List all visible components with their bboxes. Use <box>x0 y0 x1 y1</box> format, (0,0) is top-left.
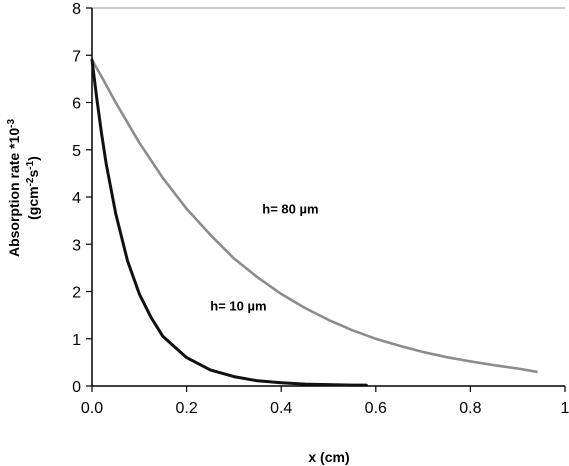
y-axis-unit-sup1: -2 <box>25 177 36 186</box>
y-tick-label: 7 <box>72 48 81 65</box>
x-axis-label: x (cm) <box>308 449 349 465</box>
y-tick-label: 3 <box>72 237 81 254</box>
plot-area: 0 1 2 3 4 5 6 7 8 0.0 0.2 0.4 0.6 0.8 1 h= 80 µm h= 10 µ… <box>72 1 569 417</box>
y-tick-label: 5 <box>72 143 81 160</box>
x-tick-label: 0.0 <box>81 400 103 417</box>
series-line-h80 <box>90 58 538 374</box>
x-tick-label: 0.8 <box>459 400 481 417</box>
y-axis-label-line2: (gcm-2s-1) <box>25 156 41 220</box>
y-axis-unit-post: ) <box>25 156 41 161</box>
y-axis-unit-sup2: -1 <box>25 160 36 169</box>
series-annotation-h80: h= 80 µm <box>262 202 318 217</box>
series-line-h10 <box>90 58 368 387</box>
y-tick-label: 0 <box>72 379 81 396</box>
y-axis-unit-pre: (gcm <box>25 186 41 219</box>
x-tick-label: 0.2 <box>175 400 197 417</box>
y-axis-label-line1: Absorption rate *10-3 <box>6 119 22 257</box>
y-axis-label-exponent: -3 <box>6 119 17 128</box>
y-tick-label: 2 <box>72 285 81 302</box>
y-axis-unit-mid: s <box>25 170 41 178</box>
x-tick-label: 1 <box>561 400 569 417</box>
y-tick-label: 6 <box>72 96 81 113</box>
y-axis-label-text: Absorption rate *10 <box>6 128 22 257</box>
x-tick-label: 0.6 <box>365 400 387 417</box>
x-tick-label: 0.4 <box>270 400 292 417</box>
y-tick-label: 1 <box>72 332 81 349</box>
y-tick-label: 4 <box>72 190 81 207</box>
series-annotation-h10: h= 10 µm <box>210 298 266 313</box>
y-tick-label: 8 <box>72 1 81 18</box>
